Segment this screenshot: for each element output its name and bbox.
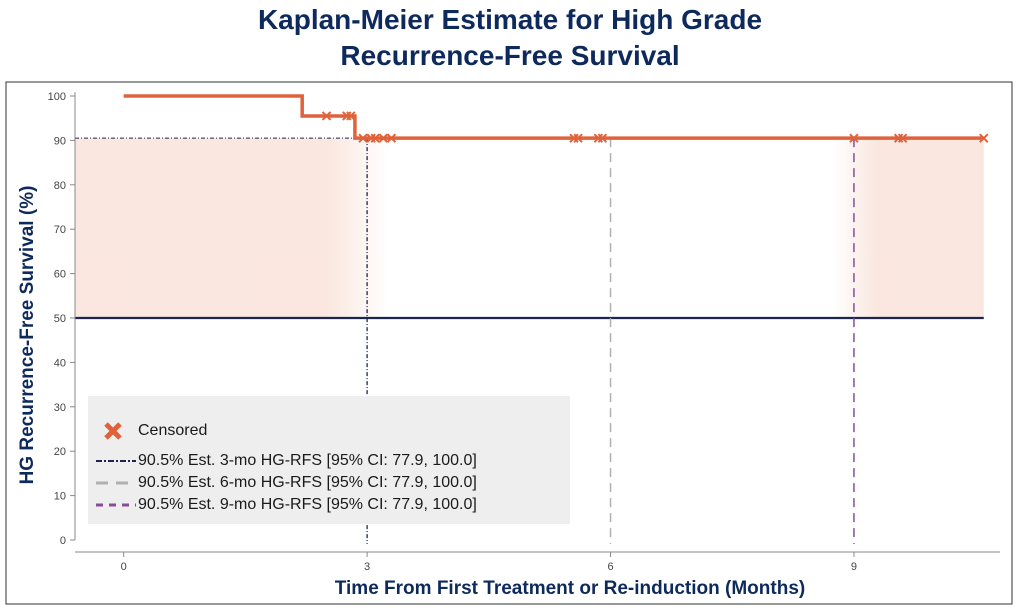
legend-label-3mo: 90.5% Est. 3-mo HG-RFS [95% CI: 77.9, 10… [138,452,477,469]
y-tick-label-10: 10 [54,491,66,503]
legend: Censored 90.5% Est. 3-mo HG-RFS [95% CI:… [88,396,570,524]
censor-mark-5 [370,133,380,143]
x-tick-label-9: 9 [851,561,857,573]
y-axis-label: HG Recurrence-Free Survival (%) [17,186,38,485]
chart-title-line-2: Recurrence-Free Survival [340,40,680,71]
legend-label-6mo: 90.5% Est. 6-mo HG-RFS [95% CI: 77.9, 10… [138,474,477,491]
x-tick-label-6: 6 [607,561,613,573]
y-tick-label-80: 80 [54,180,66,192]
y-tick-label-20: 20 [54,446,66,458]
censor-mark-3 [358,133,368,143]
censored-x-icon [94,420,138,442]
y-tick-label-0: 0 [60,535,66,547]
ci-band-right [831,138,984,318]
y-tick-label-30: 30 [54,402,66,414]
censor-mark-9 [573,133,583,143]
plot-frame [5,81,1013,605]
km-curve [123,94,984,140]
x-axis-label: Time From First Treatment or Re-inductio… [335,578,805,599]
censor-mark-0 [321,111,332,121]
x-tick-label-3: 3 [364,561,370,573]
legend-item-3mo: 90.5% Est. 3-mo HG-RFS [95% CI: 77.9, 10… [88,450,477,472]
censor-mark-12 [849,133,859,143]
legend-label-censored: Censored [138,422,208,439]
y-tick-label-100: 100 [48,91,66,103]
y-tick-label-90: 90 [54,135,66,147]
censor-mark-11 [597,133,608,143]
chart-title: Kaplan-Meier Estimate for High Grade Rec… [0,2,1020,74]
legend-item-6mo: 90.5% Est. 6-mo HG-RFS [95% CI: 77.9, 10… [88,472,477,494]
x-tick-label-0: 0 [121,561,127,573]
censor-mark-6 [378,133,389,143]
dashdot-line-icon [94,450,138,472]
censor-mark-14 [897,133,908,143]
y-tick-label-70: 70 [54,224,66,236]
legend-item-censored: Censored [88,420,207,442]
legend-label-9mo: 90.5% Est. 9-mo HG-RFS [95% CI: 77.9, 10… [138,496,477,513]
y-tick-label-40: 40 [54,357,66,369]
y-tick-label-50: 50 [54,313,66,325]
y-tick-label-60: 60 [54,269,66,281]
dashed-purple-line-icon [94,494,138,516]
censor-mark-15 [979,133,989,143]
ci-band-left [75,138,390,318]
dashed-grey-line-icon [94,472,138,494]
legend-item-9mo: 90.5% Est. 9-mo HG-RFS [95% CI: 77.9, 10… [88,494,477,516]
censor-mark-2 [346,111,356,121]
censor-mark-7 [386,133,397,143]
chart-title-line-1: Kaplan-Meier Estimate for High Grade [257,4,763,35]
